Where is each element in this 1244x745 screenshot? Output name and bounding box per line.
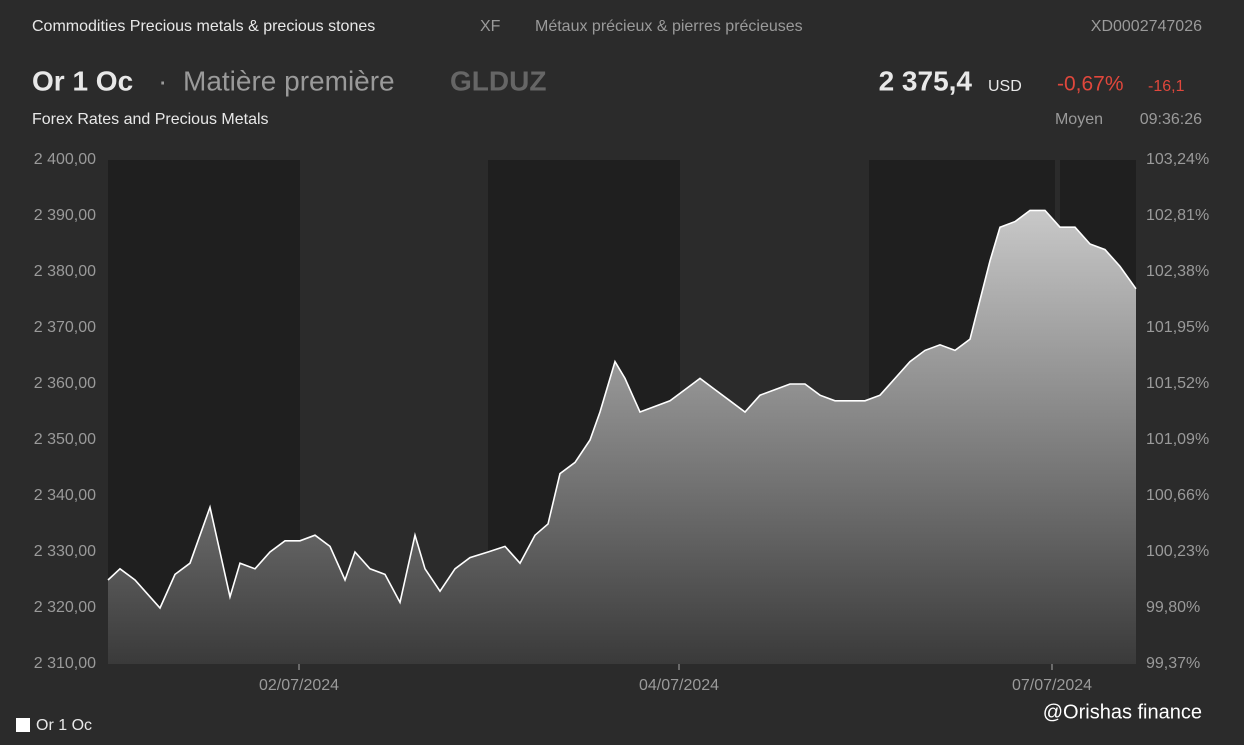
- y-tick-label: 2 400,00: [34, 151, 96, 168]
- symbol: GLDUZ: [450, 65, 546, 96]
- y2-tick-label: 101,52%: [1146, 375, 1209, 392]
- y-tick-label: 2 330,00: [34, 543, 96, 560]
- subtitle: Forex Rates and Precious Metals: [32, 111, 269, 128]
- breadcrumb: Commodities Precious metals & precious s…: [32, 18, 375, 35]
- time: 09:36:26: [1140, 111, 1202, 128]
- price: 2 375,4: [879, 65, 973, 96]
- quote-type: Moyen: [1055, 111, 1103, 128]
- y2-tick-label: 100,66%: [1146, 487, 1209, 504]
- y-tick-label: 2 310,00: [34, 655, 96, 672]
- y2-tick-label: 101,09%: [1146, 431, 1209, 448]
- category: Métaux précieux & pierres précieuses: [535, 18, 803, 35]
- y2-tick-label: 103,24%: [1146, 151, 1209, 168]
- y-tick-label: 2 390,00: [34, 207, 96, 224]
- y2-tick-label: 99,80%: [1146, 599, 1200, 616]
- x-tick-label: 04/07/2024: [639, 677, 719, 694]
- x-tick-label: 07/07/2024: [1012, 677, 1092, 694]
- isin: XD0002747026: [1091, 18, 1202, 35]
- y-tick-label: 2 380,00: [34, 263, 96, 280]
- x-tick-label: 02/07/2024: [259, 677, 339, 694]
- instrument-kind: Matière première: [183, 65, 395, 96]
- area: [108, 210, 1136, 664]
- y2-tick-label: 100,23%: [1146, 543, 1209, 560]
- y-tick-label: 2 370,00: [34, 319, 96, 336]
- y2-tick-label: 102,38%: [1146, 263, 1209, 280]
- y-tick-label: 2 350,00: [34, 431, 96, 448]
- watermark: @Orishas finance: [1043, 701, 1202, 723]
- y2-tick-label: 102,81%: [1146, 207, 1209, 224]
- change: -16,1: [1148, 78, 1185, 95]
- legend-swatch: [16, 718, 30, 732]
- exchange: XF: [480, 18, 501, 35]
- instrument-name: Or 1 Oc: [32, 65, 133, 96]
- currency: USD: [988, 78, 1022, 95]
- y2-tick-label: 99,37%: [1146, 655, 1200, 672]
- y-tick-label: 2 320,00: [34, 599, 96, 616]
- y-tick-label: 2 360,00: [34, 375, 96, 392]
- y-tick-label: 2 340,00: [34, 487, 96, 504]
- y2-tick-label: 101,95%: [1146, 319, 1209, 336]
- line: [107, 209, 1137, 610]
- change-pct: -0,67%: [1057, 73, 1124, 96]
- legend-label: Or 1 Oc: [36, 717, 92, 734]
- separator: ·: [158, 65, 167, 96]
